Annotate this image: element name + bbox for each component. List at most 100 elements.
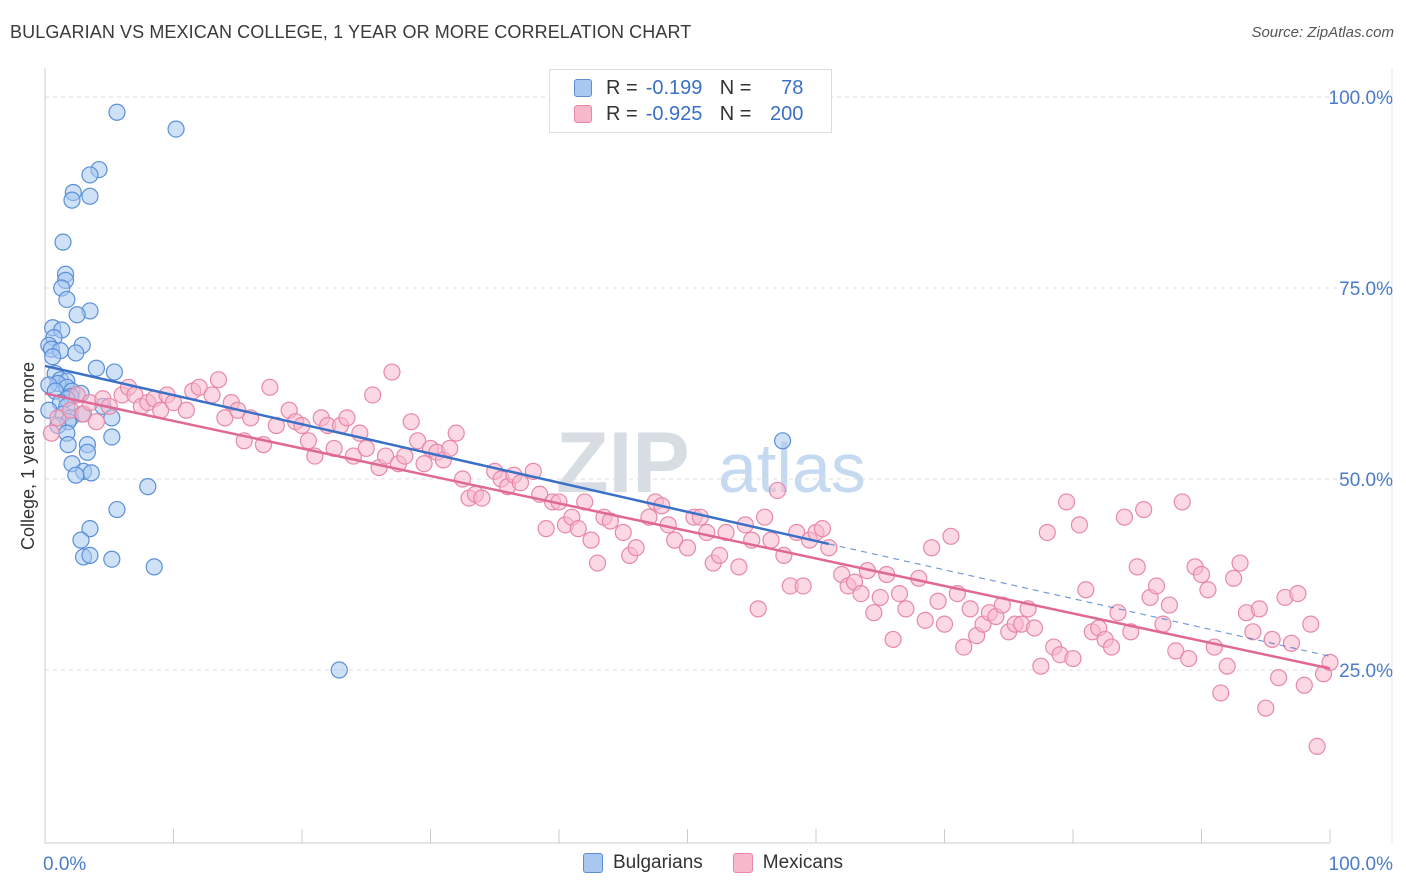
point-mexican (190, 378, 208, 396)
axes (44, 68, 1331, 844)
point-mexican (569, 520, 587, 538)
point-bulgarian (72, 531, 90, 549)
point-mexican (511, 474, 530, 492)
point-bulgarian (773, 432, 792, 450)
point-mexican (1269, 669, 1288, 687)
y-tick-label: 25.0% (1339, 661, 1393, 682)
point-mexican (865, 604, 883, 622)
trend-mexicans (44, 392, 1331, 670)
point-bulgarian (68, 306, 86, 324)
point-mexican (261, 378, 279, 396)
point-bulgarian (81, 520, 99, 538)
point-bulgarian (67, 466, 85, 484)
point-mexican (666, 531, 684, 549)
point-bulgarian (105, 363, 123, 381)
point-mexican (402, 413, 420, 431)
point-mexican (916, 611, 934, 629)
point-mexican (209, 371, 228, 389)
point-mexican (852, 584, 870, 603)
point-mexican (1032, 657, 1050, 675)
point-mexican (884, 630, 902, 649)
point-mexican (730, 558, 748, 576)
legend-n-value: 200 (770, 102, 804, 125)
point-mexican (1115, 508, 1134, 526)
legend-item-mexicans: Mexicans (732, 852, 844, 874)
point-mexican (376, 447, 395, 465)
point-mexican (929, 592, 947, 610)
legend-r-label: R = (606, 102, 638, 125)
legend-row-mexicans: R = -0.925 N = 200 (574, 102, 803, 126)
legend-item-bulgarians: Bulgarians (583, 852, 703, 874)
point-mexican (923, 539, 941, 557)
legend-label-mexicans: Mexicans (762, 852, 844, 873)
point-mexican (447, 424, 465, 442)
point-mexican (794, 577, 812, 595)
point-mexican (1173, 493, 1191, 511)
legend-r-value: -0.199 (645, 76, 703, 99)
point-mexican (1180, 649, 1198, 668)
legend-swatch-blue (583, 853, 603, 873)
legend-label-bulgarians: Bulgarians (613, 852, 703, 873)
source-credit: Source: ZipAtlas.com (1251, 24, 1394, 41)
point-bulgarian (108, 103, 126, 121)
point-bulgarian (103, 428, 121, 446)
point-mexican (1282, 634, 1301, 652)
point-mexican (1244, 623, 1262, 641)
point-mexican (1212, 684, 1230, 702)
point-mexican (1128, 558, 1146, 576)
point-mexican (871, 588, 889, 607)
point-mexican (177, 401, 195, 419)
series-legend: Bulgarians Mexicans (583, 852, 873, 874)
point-mexican (338, 409, 356, 427)
x-tick-label-max: 100.0% (1329, 854, 1394, 875)
point-mexican (762, 531, 780, 549)
watermark-zip: ZIP (556, 415, 690, 511)
point-bulgarian (58, 290, 76, 309)
point-mexican (1135, 500, 1153, 519)
y-tick-label: 100.0% (1329, 88, 1394, 109)
legend-r-label: R = (606, 76, 638, 99)
point-mexican (1038, 523, 1056, 542)
correlation-legend: R = -0.199 N = 78 R = -0.925 N = 200 (549, 69, 832, 133)
point-mexican (87, 413, 106, 431)
point-bulgarian (44, 348, 62, 366)
point-mexican (955, 638, 973, 656)
point-mexican (678, 539, 697, 557)
point-mexican (203, 386, 221, 404)
point-mexican (813, 520, 832, 538)
point-mexican (1308, 737, 1326, 756)
trend-bulgarians-extension (828, 543, 1331, 657)
point-mexican (1160, 596, 1178, 614)
point-bulgarian (63, 191, 81, 209)
point-mexican (1070, 516, 1089, 534)
legend-r-value: -0.925 (645, 102, 703, 125)
point-mexican (441, 439, 459, 458)
point-mexican (49, 409, 67, 427)
point-mexican (961, 600, 979, 618)
point-mexican (299, 432, 318, 450)
legend-n-label: N = (719, 76, 752, 99)
point-mexican (749, 600, 767, 618)
point-mexican (473, 489, 491, 507)
point-bulgarian (81, 546, 99, 565)
y-tick-label: 50.0% (1339, 470, 1393, 491)
point-mexican (1225, 569, 1243, 587)
point-bulgarian (78, 443, 97, 461)
point-mexican (1250, 600, 1268, 618)
series-mexicans (42, 363, 1339, 756)
point-mexican (897, 600, 915, 618)
point-bulgarian (139, 478, 157, 496)
point-bulgarian (54, 233, 72, 251)
point-mexican (588, 554, 607, 572)
point-bulgarian (81, 166, 99, 184)
point-bulgarian (82, 464, 100, 482)
point-mexican (364, 386, 382, 404)
point-mexican (1192, 565, 1211, 584)
point-bulgarian (81, 187, 99, 205)
point-mexican (1218, 657, 1236, 675)
x-tick-label-min: 0.0% (43, 854, 86, 875)
point-mexican (1257, 699, 1275, 717)
legend-row-bulgarians: R = -0.199 N = 78 (574, 76, 803, 100)
legend-n-value: 78 (781, 76, 804, 99)
